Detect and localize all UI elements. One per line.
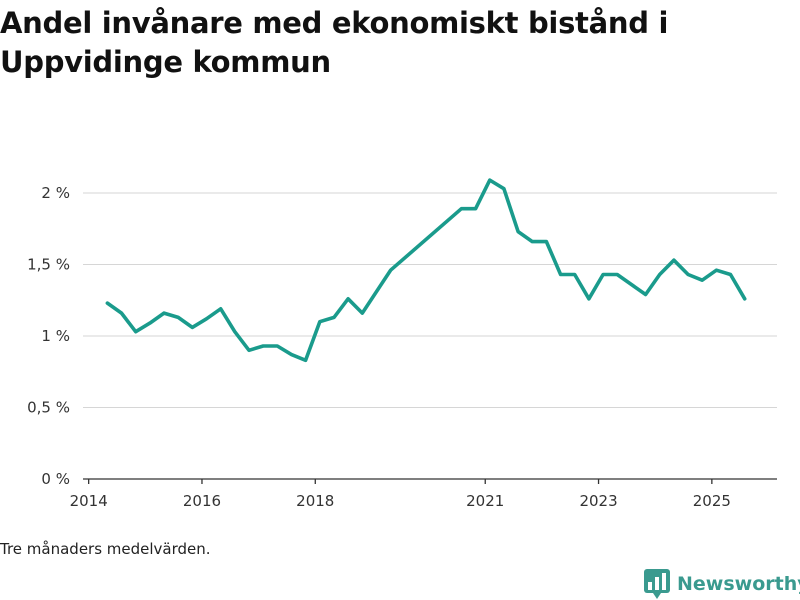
axis-labels: 0 % 0,5 % 1 % 1,5 % 2 % 2014 2016 2018 2021 2023 2… — [27, 184, 731, 510]
x-tick-label: 2014 — [70, 492, 108, 510]
y-tick-label: 0 % — [41, 470, 70, 488]
newsworthy-logo[interactable]: Newsworthy — [644, 569, 800, 599]
y-tick-label: 2 % — [41, 184, 70, 202]
footnote: Tre månaders medelvärden. — [0, 540, 211, 558]
chart-logo-icon — [644, 569, 670, 599]
x-tick-label: 2023 — [579, 492, 617, 510]
y-tick-label: 1,5 % — [27, 256, 70, 274]
series-line — [105, 178, 747, 363]
series-layer — [105, 178, 747, 363]
x-tick-label: 2025 — [693, 492, 731, 510]
chart-title: Andel invånare med ekonomiskt bistånd i … — [0, 6, 669, 79]
y-tick-label: 0,5 % — [27, 399, 70, 417]
x-tick-label: 2018 — [296, 492, 334, 510]
y-tick-label: 1 % — [41, 327, 70, 345]
x-axis — [83, 478, 777, 484]
x-tick-label: 2021 — [466, 492, 504, 510]
gridlines — [83, 192, 777, 408]
x-tick-label: 2016 — [183, 492, 221, 510]
brand-name: Newsworthy — [677, 573, 800, 595]
